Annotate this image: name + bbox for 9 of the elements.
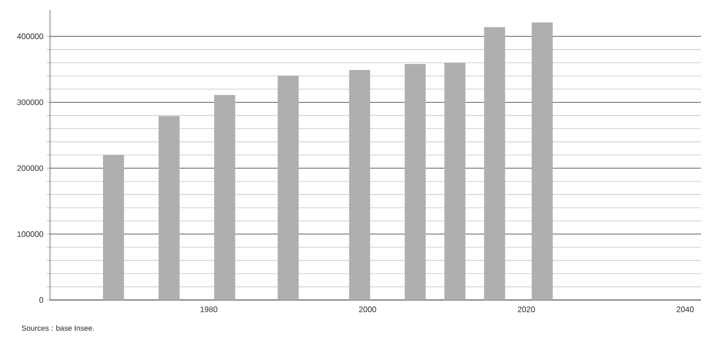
bar xyxy=(214,95,236,300)
bar xyxy=(102,155,124,300)
bar xyxy=(532,22,553,300)
bar xyxy=(404,64,426,300)
bar xyxy=(484,27,506,300)
bar xyxy=(278,76,299,300)
bar xyxy=(349,70,370,300)
bar xyxy=(158,116,180,300)
bar xyxy=(444,62,466,300)
